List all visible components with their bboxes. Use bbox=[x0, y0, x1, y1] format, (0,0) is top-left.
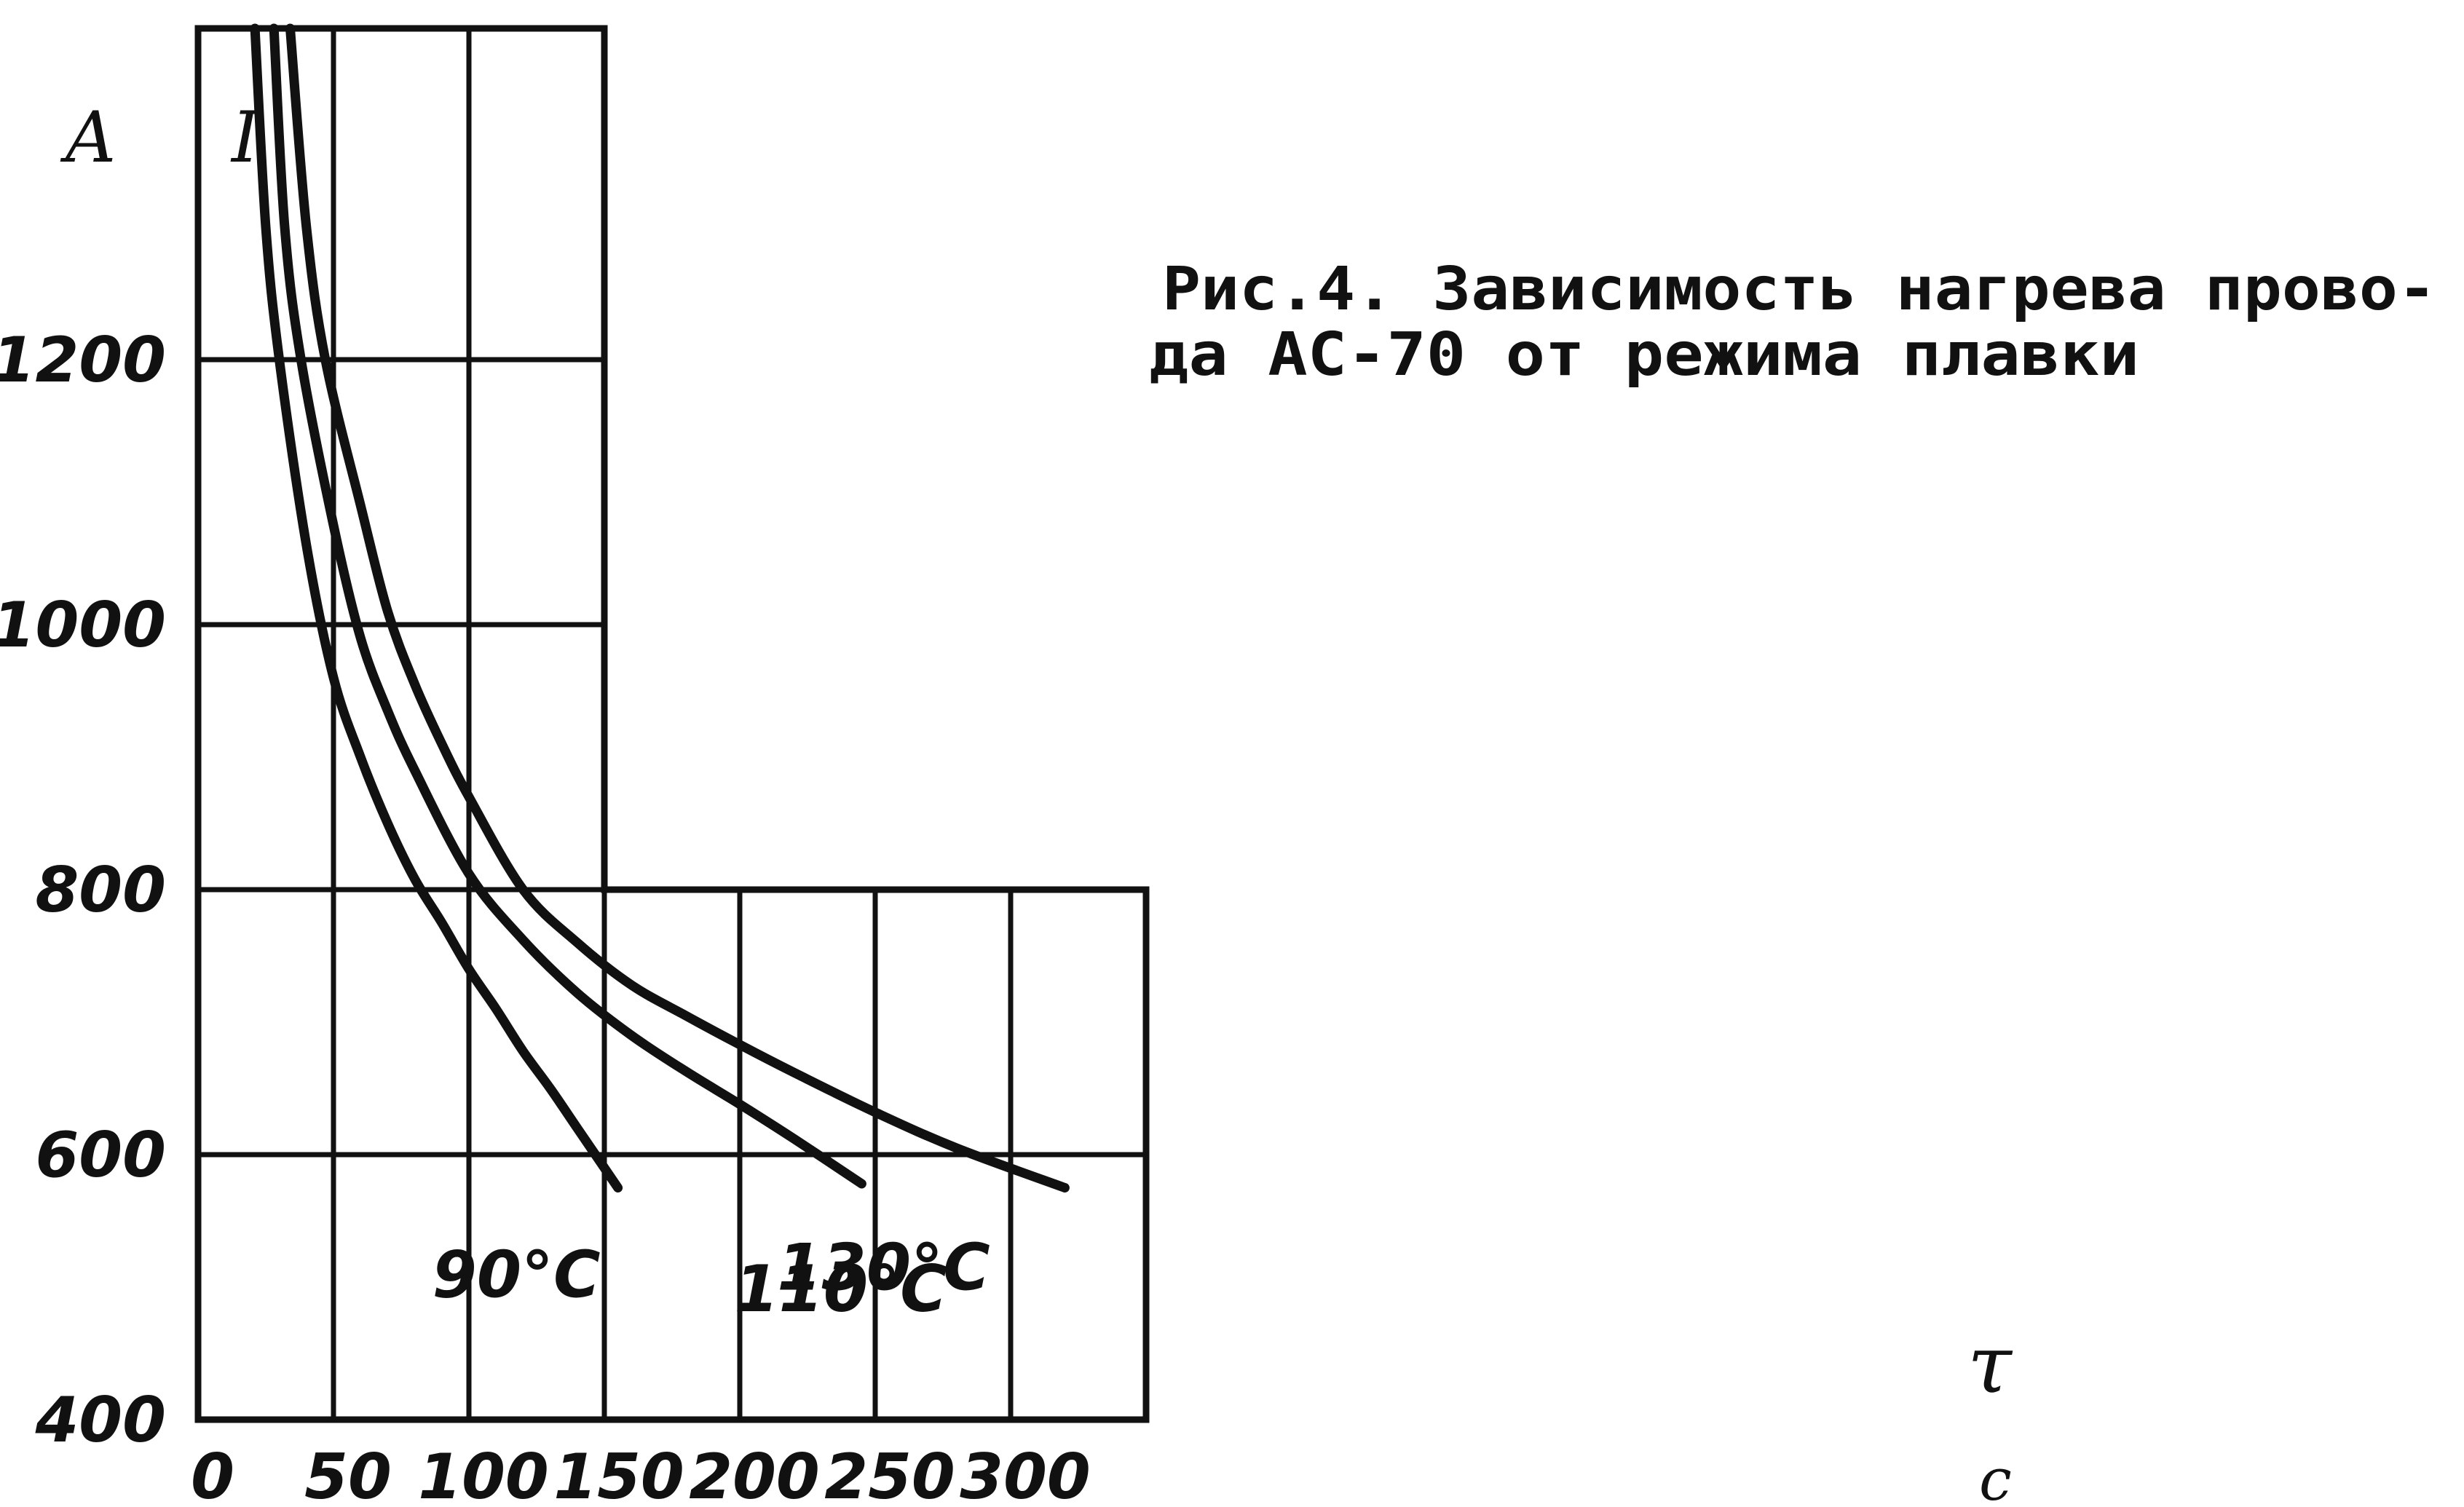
series-curve-2 bbox=[285, 23, 1070, 1192]
y-unit-label: A bbox=[60, 97, 116, 178]
x-tick-label-100: 100 bbox=[418, 1441, 549, 1507]
x-unit-label: c bbox=[1979, 1446, 2012, 1507]
series-curve-1 bbox=[269, 23, 866, 1189]
x-axis-label: τ bbox=[1967, 1318, 2013, 1411]
x-tick-label-250: 250 bbox=[824, 1441, 955, 1507]
plot-frame bbox=[194, 25, 1150, 1423]
figure-caption-line1: Рис.4. Зависимость нагрева прово- bbox=[1162, 255, 2436, 324]
x-tick-label-0: 0 bbox=[191, 1441, 234, 1507]
y-tick-label-400: 400 bbox=[34, 1384, 166, 1457]
series-label-1: 110°C bbox=[734, 1251, 947, 1326]
figure-caption-line2: да АС-70 от режима плавки bbox=[1149, 320, 2139, 389]
x-tick-label-300: 300 bbox=[960, 1441, 1091, 1507]
y-tick-label-600: 600 bbox=[35, 1119, 166, 1192]
series-label-2: 130°C bbox=[777, 1230, 990, 1305]
x-tick-label-50: 50 bbox=[304, 1441, 392, 1507]
series-curve-0 bbox=[250, 23, 623, 1192]
series-label-0: 90°C bbox=[433, 1238, 601, 1313]
y-tick-label-1000: 1000 bbox=[0, 589, 166, 662]
series-curves bbox=[250, 23, 1070, 1192]
y-axis-label: I bbox=[230, 97, 261, 178]
y-tick-label-800: 800 bbox=[35, 854, 166, 927]
grid bbox=[198, 28, 1146, 1420]
x-tick-label-150: 150 bbox=[553, 1441, 684, 1507]
y-tick-label-1200: 1200 bbox=[0, 324, 166, 397]
chart-frame bbox=[194, 25, 1150, 1423]
x-tick-label-200: 200 bbox=[689, 1441, 820, 1507]
